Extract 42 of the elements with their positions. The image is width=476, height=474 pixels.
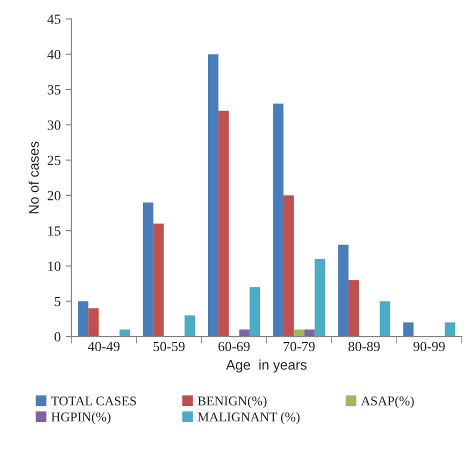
- x-tick-label: 50-59: [154, 342, 185, 352]
- x-tick-label: 80-89: [348, 342, 380, 352]
- bar: [78, 301, 88, 337]
- bar: [348, 280, 359, 337]
- y-tick-label: 25: [48, 156, 60, 166]
- bar: [88, 308, 99, 337]
- bar: [120, 329, 130, 337]
- y-tick-label: 30: [48, 120, 60, 130]
- y-tick-label: 35: [48, 85, 60, 94]
- y-tick-label: 15: [48, 226, 60, 236]
- bar: [153, 224, 164, 337]
- legend-label: ASAP(%): [361, 396, 414, 408]
- y-tick-label: 45: [47, 14, 60, 24]
- x-tick-label: 60-69: [218, 342, 250, 352]
- y-tick-label: 10: [48, 262, 60, 271]
- x-axis-title: Age in years: [226, 360, 307, 372]
- x-tick-label: 90-99: [413, 342, 445, 352]
- legend-label: HGPIN(%): [51, 412, 110, 424]
- bar: [294, 329, 304, 337]
- bar: [239, 329, 250, 337]
- bar: [273, 104, 284, 337]
- bar: [338, 244, 349, 337]
- y-tick-label: 0: [54, 332, 60, 342]
- legend-label: TOTAL CASES: [51, 396, 136, 406]
- bar: [250, 287, 260, 337]
- y-tick-label: 40: [47, 50, 60, 60]
- bar: [184, 315, 195, 337]
- bar: [444, 322, 456, 337]
- legend-label: BENIGN(%): [198, 396, 266, 408]
- bar: [403, 322, 414, 337]
- legend-label: MALIGNANT (%): [198, 412, 300, 424]
- y-tick-label: 5: [54, 296, 60, 306]
- bar: [380, 301, 390, 337]
- bar: [218, 110, 229, 337]
- bar: [283, 195, 294, 337]
- bar: [142, 202, 154, 337]
- y-axis-title: No of cases: [28, 142, 39, 214]
- bar: [314, 258, 326, 337]
- y-tick-label: 20: [48, 190, 60, 200]
- x-tick-label: 70-79: [284, 342, 315, 352]
- x-tick-label: 40-49: [88, 342, 120, 352]
- bar: [208, 54, 218, 337]
